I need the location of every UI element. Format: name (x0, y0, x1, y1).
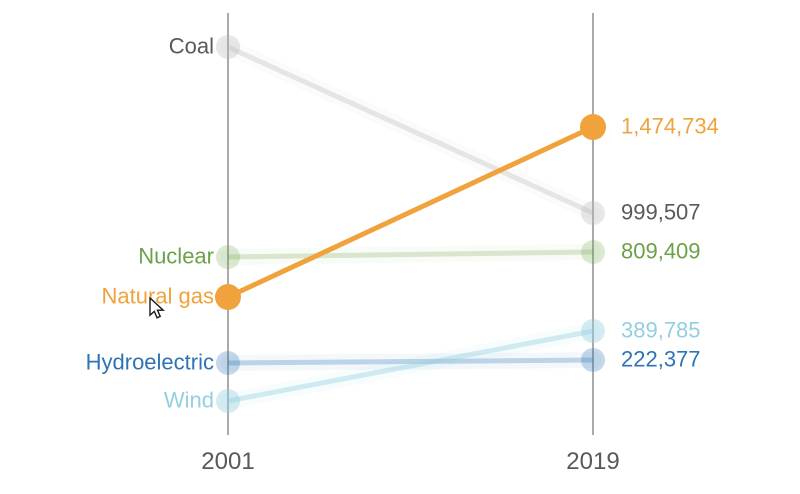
point-2019-nuclear[interactable] (581, 240, 605, 264)
point-2019-coal[interactable] (581, 201, 605, 225)
x-axis-label-2019: 2019 (566, 448, 620, 475)
series-label-coal[interactable]: Coal (168, 33, 214, 59)
series-glow-coal (220, 39, 601, 221)
x-axis-label-2001: 2001 (201, 448, 255, 475)
point-2001-wind[interactable] (216, 389, 240, 413)
series-line-coal[interactable] (226, 44, 595, 216)
value-label-hydroelectric: 222,377 (621, 346, 701, 372)
value-label-wind: 389,785 (621, 317, 701, 343)
series-glow-hydroelectric (220, 352, 601, 371)
point-2001-natural-gas[interactable] (215, 284, 241, 310)
point-2001-coal[interactable] (216, 35, 240, 59)
point-2019-hydroelectric[interactable] (581, 348, 605, 372)
series-glow-wind (220, 323, 601, 409)
series-line-natural-gas[interactable] (226, 124, 595, 300)
series-label-natural-gas[interactable]: Natural gas (101, 283, 214, 309)
series-line-hydroelectric[interactable] (227, 357, 594, 366)
series-line-nuclear[interactable] (227, 249, 594, 260)
value-label-coal: 999,507 (621, 199, 701, 225)
point-2019-natural-gas[interactable] (580, 114, 606, 140)
value-label-nuclear: 809,409 (621, 238, 701, 264)
point-2019-wind[interactable] (581, 319, 605, 343)
series-label-hydroelectric[interactable]: Hydroelectric (85, 349, 214, 375)
series-label-nuclear[interactable]: Nuclear (138, 243, 214, 269)
series-glow-nuclear (220, 244, 601, 265)
point-2001-nuclear[interactable] (216, 245, 240, 269)
point-2001-hydroelectric[interactable] (216, 351, 240, 375)
series-line-wind[interactable] (227, 328, 594, 404)
series-label-wind[interactable]: Wind (163, 387, 214, 413)
value-label-natural-gas: 1,474,734 (621, 113, 719, 139)
